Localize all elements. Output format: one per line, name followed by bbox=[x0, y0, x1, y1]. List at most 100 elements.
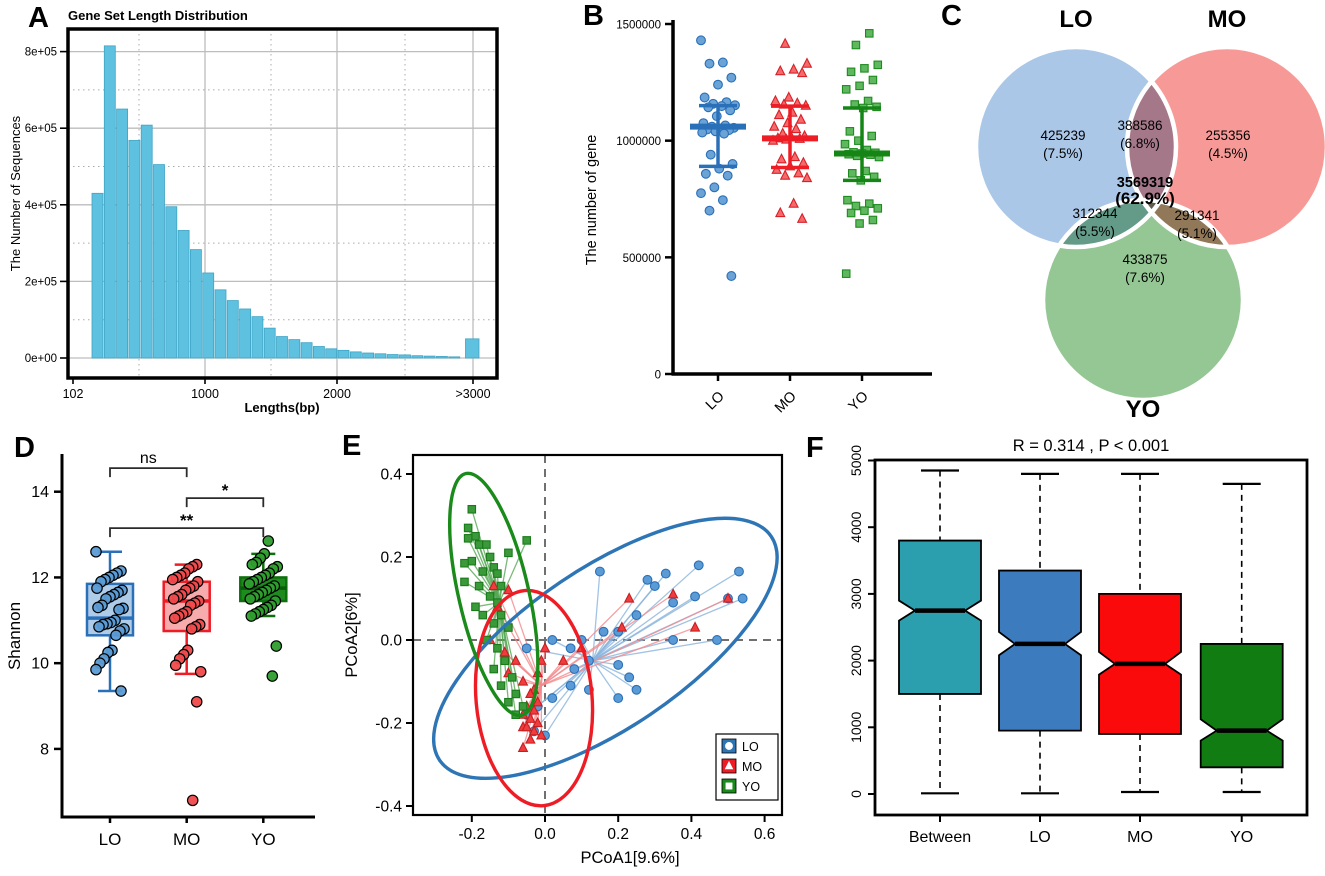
data-point bbox=[855, 219, 864, 228]
data-point bbox=[507, 673, 517, 682]
data-point bbox=[846, 67, 856, 77]
data-point bbox=[696, 188, 706, 199]
venn-value-LO-only: 425239 bbox=[1040, 128, 1085, 143]
legend-label-YO: YO bbox=[742, 780, 760, 794]
venn-pct-LO-MO: (6.8%) bbox=[1120, 136, 1160, 151]
histogram-bar bbox=[374, 353, 387, 359]
data-point bbox=[726, 271, 737, 281]
data-point bbox=[841, 269, 851, 278]
data-point bbox=[660, 568, 671, 579]
venn-circles bbox=[976, 47, 1325, 400]
histogram-bar bbox=[153, 164, 165, 359]
data-point bbox=[504, 697, 513, 707]
x-tick-label: 1000 bbox=[191, 387, 219, 401]
data-point bbox=[864, 199, 874, 208]
y-tick-label: 8e+05 bbox=[25, 47, 57, 59]
data-point bbox=[699, 92, 710, 103]
data-point bbox=[788, 63, 799, 74]
venn-circle-YO bbox=[1043, 200, 1243, 400]
data-point bbox=[493, 569, 502, 578]
data-point bbox=[624, 672, 635, 683]
legend-glyph-LO bbox=[725, 742, 733, 750]
data-point bbox=[536, 729, 547, 740]
data-point bbox=[783, 91, 795, 102]
data-point bbox=[460, 577, 469, 587]
histogram-bar bbox=[386, 354, 399, 359]
y-tick-label: 0.2 bbox=[380, 550, 402, 567]
data-point bbox=[493, 644, 502, 653]
data-point bbox=[463, 534, 473, 543]
histogram-bar bbox=[399, 354, 411, 359]
data-point bbox=[565, 680, 576, 691]
histogram-bar bbox=[288, 339, 301, 359]
data-point bbox=[855, 81, 864, 91]
y-tick-label: 1500000 bbox=[616, 20, 661, 32]
data-point bbox=[776, 153, 787, 164]
panel-label-f: F bbox=[806, 432, 824, 464]
data-point bbox=[768, 120, 780, 131]
venn-outline-YO bbox=[1040, 197, 1246, 403]
data-point bbox=[851, 201, 861, 211]
histogram-bar bbox=[177, 230, 190, 359]
data-point bbox=[779, 169, 791, 180]
x-tick-label: 0.6 bbox=[754, 826, 776, 843]
chart-title: R = 0.314 , P < 0.001 bbox=[1013, 437, 1170, 455]
data-point bbox=[463, 523, 473, 533]
data-point bbox=[482, 540, 491, 549]
data-point bbox=[90, 545, 102, 558]
histogram-bar bbox=[140, 124, 153, 359]
data-point bbox=[528, 704, 540, 715]
set-label-MO: MO bbox=[1208, 6, 1247, 33]
data-point bbox=[517, 741, 529, 752]
x-tick-label: 102 bbox=[63, 387, 84, 401]
data-point bbox=[521, 720, 533, 732]
y-tick-label: 2000 bbox=[848, 645, 864, 676]
x-tick-label: >3000 bbox=[455, 387, 490, 401]
y-tick-label: 8 bbox=[40, 741, 49, 758]
data-point bbox=[167, 593, 180, 605]
data-point bbox=[510, 654, 522, 665]
data-point bbox=[705, 149, 716, 160]
data-point bbox=[503, 583, 514, 595]
data-point bbox=[851, 40, 861, 50]
data-point bbox=[594, 566, 605, 577]
significance-bracket bbox=[109, 527, 265, 538]
x-tick-label-MO: MO bbox=[173, 830, 200, 849]
plot-frame bbox=[873, 458, 1309, 817]
data-point bbox=[642, 574, 653, 585]
significance-label: * bbox=[222, 481, 229, 500]
data-point bbox=[485, 552, 495, 562]
data-point bbox=[690, 591, 701, 602]
x-tick-label-YO: YO bbox=[251, 830, 276, 849]
data-point bbox=[722, 592, 734, 603]
data-point bbox=[90, 663, 102, 676]
box-LO bbox=[998, 472, 1082, 795]
data-point bbox=[709, 182, 720, 193]
data-point bbox=[704, 58, 715, 69]
x-tick-label: 2000 bbox=[323, 387, 351, 401]
y-tick-label: -0.4 bbox=[375, 799, 402, 816]
data-point bbox=[790, 122, 802, 134]
legend-glyph-MO bbox=[724, 760, 734, 770]
data-point bbox=[847, 169, 857, 178]
y-tick-label: 1000 bbox=[848, 712, 864, 743]
data-point bbox=[467, 504, 477, 514]
data-point bbox=[92, 601, 104, 614]
data-point bbox=[704, 205, 715, 216]
x-tick-label-LO: LO bbox=[1029, 829, 1050, 846]
histogram-bar bbox=[251, 316, 264, 359]
data-point bbox=[521, 643, 532, 654]
data-point bbox=[489, 664, 499, 674]
venn-value-YO-only: 433875 bbox=[1122, 252, 1167, 267]
histogram-bar bbox=[214, 289, 227, 359]
data-point bbox=[801, 57, 813, 68]
venn-pct-MO-YO: (5.1%) bbox=[1177, 226, 1217, 241]
histogram-bar bbox=[226, 300, 239, 359]
data-point bbox=[717, 57, 728, 68]
data-point bbox=[598, 626, 609, 637]
plot-frame bbox=[66, 27, 499, 380]
y-tick-label: 6e+05 bbox=[25, 123, 57, 135]
data-point bbox=[770, 94, 781, 106]
